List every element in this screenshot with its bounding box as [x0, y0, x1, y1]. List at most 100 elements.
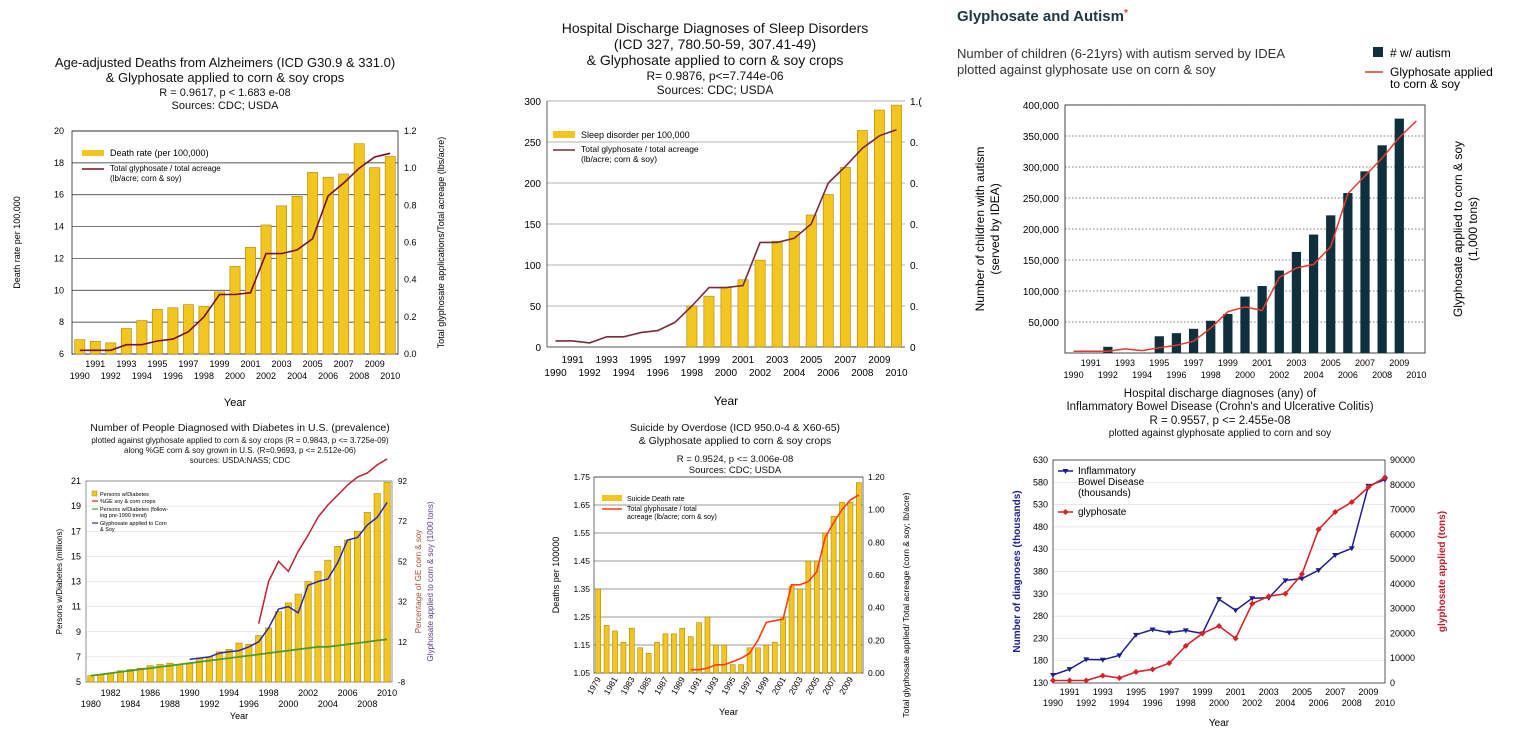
marker-glyphosate	[1199, 630, 1206, 637]
x-tick-label: 1983	[618, 675, 636, 697]
bar	[384, 156, 396, 355]
y-tick-label: 380	[1033, 567, 1048, 577]
y-tick-label: 50,000	[1028, 318, 1059, 329]
x-tick-label: 2009	[837, 675, 855, 697]
marker-glyphosate	[1282, 590, 1289, 597]
bar	[314, 571, 322, 683]
x-tick-label: 2008	[851, 368, 874, 379]
y2-tick-label: 0	[910, 343, 916, 354]
x-tick-label: 1995	[719, 675, 737, 697]
x-tick-label: 1999	[698, 355, 721, 366]
bar	[713, 644, 719, 674]
chart-subtitle: Number of children (6-21yrs) with autism…	[957, 46, 1286, 77]
x-tick-label: 2000	[278, 699, 298, 709]
x-tick-label: 2005	[800, 355, 823, 366]
x-tick-label: 2009	[1358, 687, 1378, 697]
x-tick-label: 2009	[868, 355, 891, 366]
legend-swatch-bar	[82, 150, 104, 156]
x-tick-label: 2002	[749, 368, 772, 379]
chart-sources: Sources: CDC; USDA	[656, 83, 774, 97]
y-tick-label: 180	[1033, 656, 1048, 666]
y3-axis-label: Glyphosate applied to corn & soy (1000 t…	[426, 501, 435, 661]
marker-ibd	[1232, 608, 1239, 614]
x-tick-label: 1981	[602, 675, 620, 697]
x-tick-label: 2003	[766, 355, 789, 366]
bar	[771, 240, 783, 348]
bar	[1206, 320, 1216, 353]
bar	[720, 286, 732, 348]
chart-stats: R = 0.9524, p <= 3.006e-08	[676, 454, 794, 465]
y2-tick-label: 0.80	[868, 537, 885, 547]
y2-tick-label: 1.2	[404, 126, 417, 136]
bar	[847, 501, 854, 674]
x-tick-label: 2006	[338, 688, 358, 698]
bar	[671, 633, 677, 674]
y-tick-label: 280	[1033, 611, 1048, 621]
x-tick-label: 1997	[178, 359, 198, 369]
bar	[136, 667, 144, 683]
chart-subtitle: plotted against glyphosate applied to co…	[1108, 428, 1332, 439]
chart-title: Age-adjusted Deaths from Alzheimers (ICD…	[54, 55, 396, 85]
x-tick-label: 2001	[1252, 358, 1272, 368]
x-tick-label: 1992	[101, 371, 121, 381]
x-axis-label: Year	[230, 711, 248, 721]
bar	[276, 205, 287, 355]
y2-tick-label: 1.20	[868, 472, 885, 482]
x-tick-label: 1999	[1218, 358, 1238, 368]
x-tick-label: 2010	[1375, 698, 1395, 708]
bar	[255, 635, 263, 683]
legend-label: Total glyphosate / total acreage (lb/acre…	[627, 506, 717, 521]
bar	[822, 532, 828, 674]
x-tick-label: 2010	[380, 371, 400, 381]
x-tick-label: 1986	[140, 688, 160, 698]
bar	[1257, 286, 1267, 353]
legend-swatch-bar	[1373, 47, 1383, 57]
y2-tick-label: 0.00	[868, 668, 885, 678]
x-tick-label: 1991	[85, 359, 105, 369]
bar	[117, 670, 125, 683]
x-tick-label: 1994	[132, 371, 152, 381]
bar	[229, 266, 241, 355]
bar	[353, 143, 365, 355]
y2-tick-label: 0.20	[868, 635, 885, 645]
y-tick-label: 330	[1033, 589, 1048, 599]
chart-alzheimers: Age-adjusted Deaths from Alzheimers (ICD…	[0, 0, 480, 420]
bar	[780, 616, 786, 674]
bar	[703, 295, 715, 348]
x-tick-label: 1999	[1192, 687, 1212, 697]
legend-label: Total glyphosate / total acreage (lb/acre…	[110, 164, 221, 183]
legend-label: Persons w/Diabetes (follow-ing pre-1990 …	[100, 507, 168, 519]
bar	[275, 611, 282, 683]
x-tick-label: 2010	[885, 368, 908, 379]
bar	[797, 588, 803, 674]
bar	[1291, 251, 1302, 353]
bar	[176, 664, 184, 683]
bar	[307, 172, 319, 355]
x-tick-label: 2007	[334, 359, 354, 369]
y2-tick-label: 72	[398, 517, 407, 526]
y2-tick-label: 10000	[1390, 653, 1415, 663]
x-tick-label: 1997	[664, 355, 687, 366]
bar	[304, 581, 312, 683]
bar	[729, 664, 736, 674]
x-tick-label: 1997	[736, 675, 754, 697]
x-tick-label: 1996	[647, 368, 670, 379]
chart-diabetes: Number of People Diagnosed with Diabetes…	[0, 420, 480, 735]
y2-tick-label: 30000	[1390, 604, 1415, 614]
bar	[721, 644, 728, 674]
chart-ibd: Hospital discharge diagnoses (any) of In…	[975, 385, 1513, 735]
bar	[225, 649, 233, 683]
x-tick-label: 1992	[1076, 698, 1096, 708]
x-tick-label: 1994	[219, 688, 239, 698]
y2-tick-label: 0.	[910, 220, 918, 231]
x-tick-label: 2004	[318, 699, 338, 709]
bar	[788, 231, 800, 348]
x-tick-label: 1991	[1081, 358, 1101, 368]
sleep-plot: 0 50 100 150 200 250 300 0 0. 0. 0. 0. 0. 1.(1991 1993…	[524, 97, 922, 408]
bar	[771, 641, 778, 674]
marker-glyphosate	[1083, 677, 1090, 684]
y2-tick-label: 70000	[1390, 505, 1415, 515]
y2-axis-label: Percentage of GE corn & soy	[414, 530, 423, 634]
alzheimers-plot: 6 8 10 12 14 16 18 20 0.0 0.2 0.4 0.6 0.8 1.0 1.2 1991 1…	[12, 126, 446, 409]
y-tick-label: 1.45	[573, 556, 590, 566]
